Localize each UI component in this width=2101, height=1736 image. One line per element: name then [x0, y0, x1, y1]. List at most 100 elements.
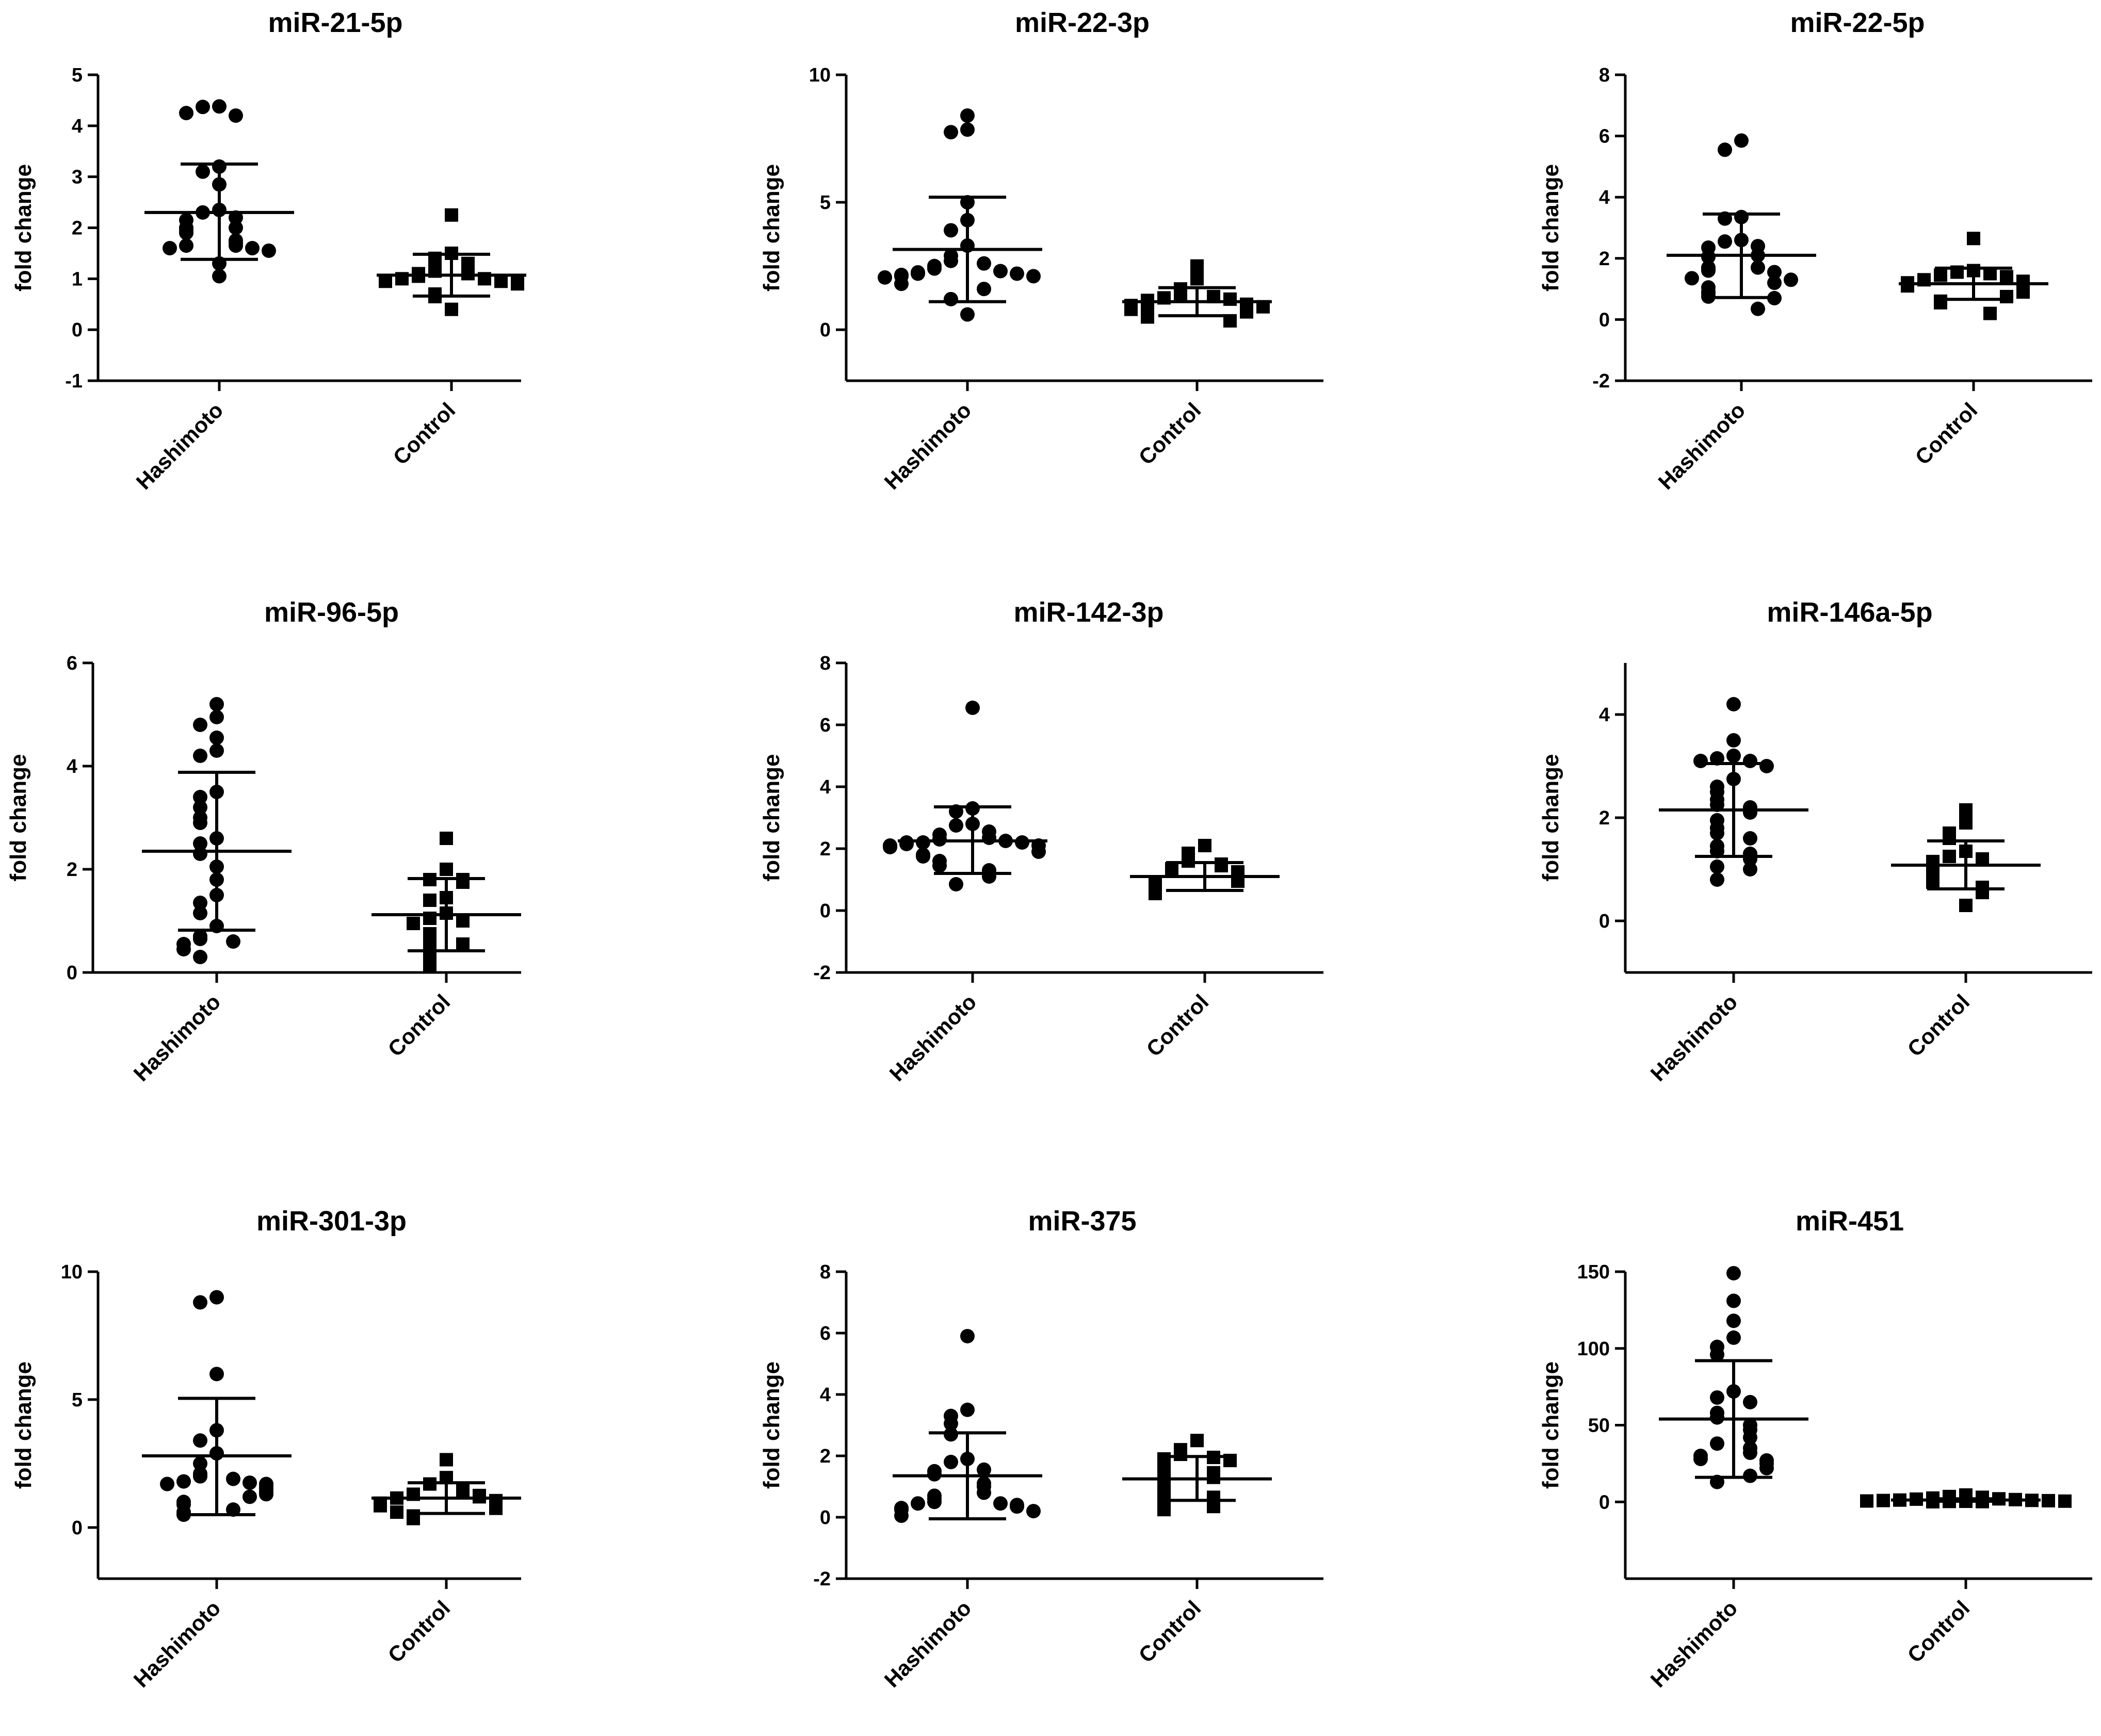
chart-panel-2: miR-22-3p 0 5 10 fold change Hashimoto Control [759, 7, 1323, 494]
data-point-control [1190, 1434, 1204, 1448]
chart-title: miR-301-3p [256, 1206, 407, 1237]
data-point-hashimoto [1743, 1394, 1757, 1409]
x-category-label: Hashimoto [129, 1596, 225, 1692]
chart-panel-6: miR-146a-5p 0 2 4 fold change Hashimoto Contro… [1538, 597, 2092, 1086]
data-point-control [1959, 899, 1973, 912]
x-category-label: Control [1903, 1596, 1975, 1667]
data-point-hashimoto [1710, 1390, 1724, 1405]
y-tick-label: 2 [72, 218, 83, 239]
data-point-hashimoto [1743, 1446, 1757, 1461]
data-point-control [407, 917, 420, 930]
data-point-hashimoto [916, 849, 930, 864]
data-point-hashimoto [899, 837, 914, 851]
data-point-control [1215, 859, 1228, 872]
data-point-control [1877, 1494, 1890, 1507]
data-point-hashimoto [1743, 831, 1757, 846]
data-point-hashimoto [193, 749, 207, 763]
data-point-control [1174, 288, 1187, 302]
data-point-hashimoto [949, 877, 963, 891]
y-axis-label: fold change [759, 1361, 784, 1489]
data-point-control [1926, 875, 1940, 889]
data-point-hashimoto [1710, 872, 1724, 887]
data-point-hashimoto [960, 1328, 975, 1343]
y-tick-label: 2 [1599, 807, 1610, 829]
data-point-hashimoto [193, 1433, 207, 1448]
data-point-hashimoto [1010, 266, 1024, 281]
data-point-hashimoto [193, 718, 207, 732]
data-point-hashimoto [944, 125, 958, 140]
y-tick-label: 2 [820, 838, 831, 860]
data-point-hashimoto [1759, 1461, 1774, 1475]
data-point-control [1157, 1503, 1171, 1517]
data-point-hashimoto [1726, 749, 1741, 763]
y-tick-label: 6 [1599, 126, 1610, 148]
data-point-control [374, 1499, 387, 1513]
y-tick-label: 2 [1599, 248, 1610, 270]
y-tick-label: 0 [67, 962, 77, 984]
data-point-hashimoto [894, 277, 909, 291]
data-point-hashimoto [1784, 272, 1798, 287]
data-point-hashimoto [1751, 260, 1765, 275]
y-tick-label: 0 [820, 319, 831, 341]
data-point-hashimoto [1759, 759, 1774, 773]
data-point-control [2058, 1494, 2072, 1508]
x-category-label: Control [383, 1596, 455, 1667]
x-category-label: Hashimoto [1646, 989, 1742, 1086]
y-tick-label: 6 [67, 653, 77, 674]
data-point-control [1943, 850, 1956, 863]
data-point-hashimoto [179, 238, 193, 253]
data-point-control [1207, 1500, 1220, 1514]
data-point-hashimoto [1726, 1293, 1741, 1308]
data-point-hashimoto [977, 282, 991, 297]
data-point-control [1149, 887, 1162, 900]
data-point-control [1976, 852, 1989, 866]
y-tick-label: 1 [72, 268, 83, 290]
x-category-label: Control [1903, 989, 1975, 1061]
data-point-hashimoto [209, 710, 224, 724]
data-point-hashimoto [977, 1462, 991, 1477]
data-point-hashimoto [209, 1367, 224, 1382]
data-point-hashimoto [176, 942, 191, 956]
chart-title: miR-451 [1796, 1206, 1904, 1237]
data-point-control [390, 1505, 403, 1519]
data-point-control [1959, 803, 1973, 817]
data-point-hashimoto [1726, 733, 1741, 748]
data-point-hashimoto [944, 1416, 958, 1431]
y-tick-label: 0 [1599, 1491, 1610, 1513]
y-tick-label: 2 [820, 1446, 831, 1467]
chart-panel-7: miR-301-3p 0 5 10 fold change Hashimoto Contro… [11, 1206, 521, 1692]
data-point-hashimoto [226, 934, 240, 949]
y-tick-label: 2 [67, 859, 77, 881]
data-point-hashimoto [193, 836, 207, 851]
data-point-hashimoto [1710, 1347, 1724, 1362]
x-category-label: Hashimoto [880, 398, 976, 494]
data-point-control [511, 277, 524, 291]
x-category-label: Control [1142, 989, 1214, 1061]
y-tick-label: 8 [1599, 64, 1610, 86]
data-point-hashimoto [259, 1487, 273, 1502]
data-point-hashimoto [193, 932, 207, 946]
data-point-hashimoto [196, 164, 210, 179]
y-tick-label: 4 [1599, 704, 1610, 726]
data-point-hashimoto [209, 697, 224, 711]
data-point-control [494, 274, 508, 288]
data-point-control [1157, 1461, 1171, 1475]
data-point-hashimoto [193, 896, 207, 910]
x-category-label: Control [389, 398, 460, 469]
chart-title: miR-375 [1028, 1206, 1136, 1237]
x-category-label: Control [1134, 398, 1206, 469]
data-point-control [1983, 306, 1997, 320]
data-point-hashimoto [193, 1295, 207, 1310]
data-point-hashimoto [193, 906, 207, 920]
data-point-hashimoto [193, 800, 207, 815]
y-tick-label: 5 [72, 64, 83, 86]
data-point-control [456, 1485, 470, 1499]
x-category-label: Control [1134, 1596, 1206, 1667]
data-point-control [1198, 839, 1211, 852]
data-point-control [489, 1501, 503, 1515]
data-point-control [2016, 285, 2030, 299]
data-point-hashimoto [911, 1496, 925, 1511]
y-axis-label: fold change [1538, 1361, 1563, 1489]
data-point-hashimoto [243, 1475, 257, 1490]
data-point-hashimoto [944, 1454, 958, 1469]
